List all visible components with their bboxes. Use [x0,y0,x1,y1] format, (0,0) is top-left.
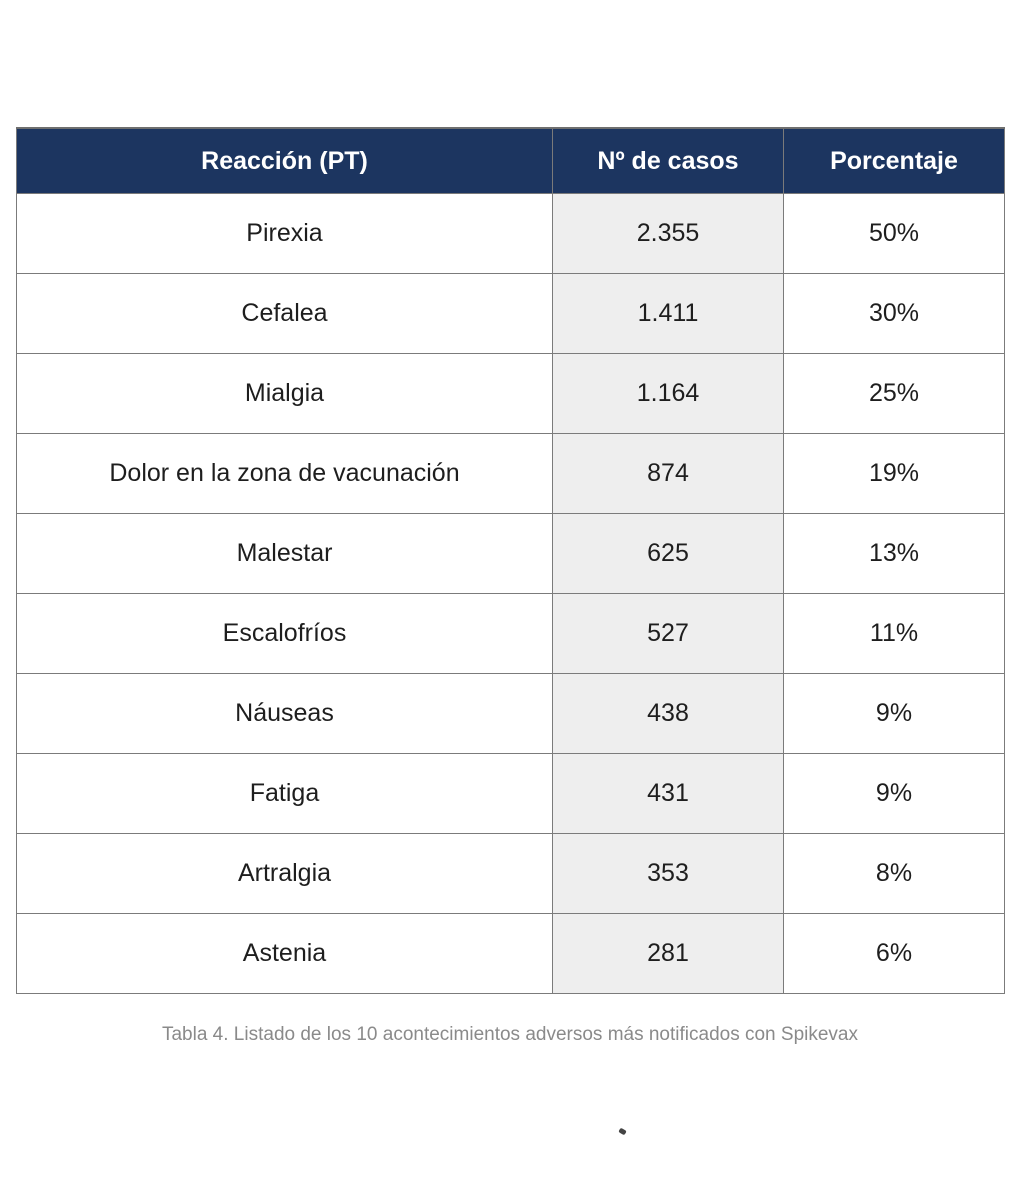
cases-cell: 527 [552,593,784,674]
percent-cell: 50% [783,193,1005,274]
reaction-cell: Artralgia [16,833,553,914]
reaction-cell: Malestar [16,513,553,594]
table-row: Mialgia 1.164 25% [16,353,1005,434]
percent-cell: 8% [783,833,1005,914]
table-body: Pirexia 2.355 50% Cefalea 1.411 30% Mial… [16,193,1005,994]
table-row: Malestar 625 13% [16,513,1005,594]
reaction-cell: Pirexia [16,193,553,274]
reaction-cell: Mialgia [16,353,553,434]
table-row: Escalofríos 527 11% [16,593,1005,674]
table-row: Fatiga 431 9% [16,753,1005,834]
adverse-events-table-container: Reacción (PT) Nº de casos Porcentaje Pir… [16,127,1005,994]
adverse-events-table: Reacción (PT) Nº de casos Porcentaje Pir… [16,127,1005,994]
cases-cell: 281 [552,913,784,994]
percent-cell: 25% [783,353,1005,434]
reaction-cell: Astenia [16,913,553,994]
table-row: Pirexia 2.355 50% [16,193,1005,274]
header-cases: Nº de casos [552,127,784,194]
percent-cell: 6% [783,913,1005,994]
table-row: Astenia 281 6% [16,913,1005,994]
reaction-cell: Dolor en la zona de vacunación [16,433,553,514]
header-reaction: Reacción (PT) [16,127,553,194]
header-percent: Porcentaje [783,127,1005,194]
cases-cell: 874 [552,433,784,514]
reaction-cell: Cefalea [16,273,553,354]
cases-cell: 431 [552,753,784,834]
cases-cell: 625 [552,513,784,594]
reaction-cell: Náuseas [16,673,553,754]
percent-cell: 11% [783,593,1005,674]
cases-cell: 438 [552,673,784,754]
percent-cell: 9% [783,673,1005,754]
reaction-cell: Fatiga [16,753,553,834]
stray-mark [618,1127,627,1136]
reaction-cell: Escalofríos [16,593,553,674]
percent-cell: 9% [783,753,1005,834]
cases-cell: 2.355 [552,193,784,274]
percent-cell: 13% [783,513,1005,594]
table-row: Dolor en la zona de vacunación 874 19% [16,433,1005,514]
table-row: Artralgia 353 8% [16,833,1005,914]
percent-cell: 30% [783,273,1005,354]
percent-cell: 19% [783,433,1005,514]
cases-cell: 1.164 [552,353,784,434]
table-row: Náuseas 438 9% [16,673,1005,754]
table-caption: Tabla 4. Listado de los 10 acontecimient… [161,1024,858,1045]
table-header: Reacción (PT) Nº de casos Porcentaje [16,127,1005,194]
cases-cell: 1.411 [552,273,784,354]
table-row: Cefalea 1.411 30% [16,273,1005,354]
header-row: Reacción (PT) Nº de casos Porcentaje [16,127,1005,194]
cases-cell: 353 [552,833,784,914]
